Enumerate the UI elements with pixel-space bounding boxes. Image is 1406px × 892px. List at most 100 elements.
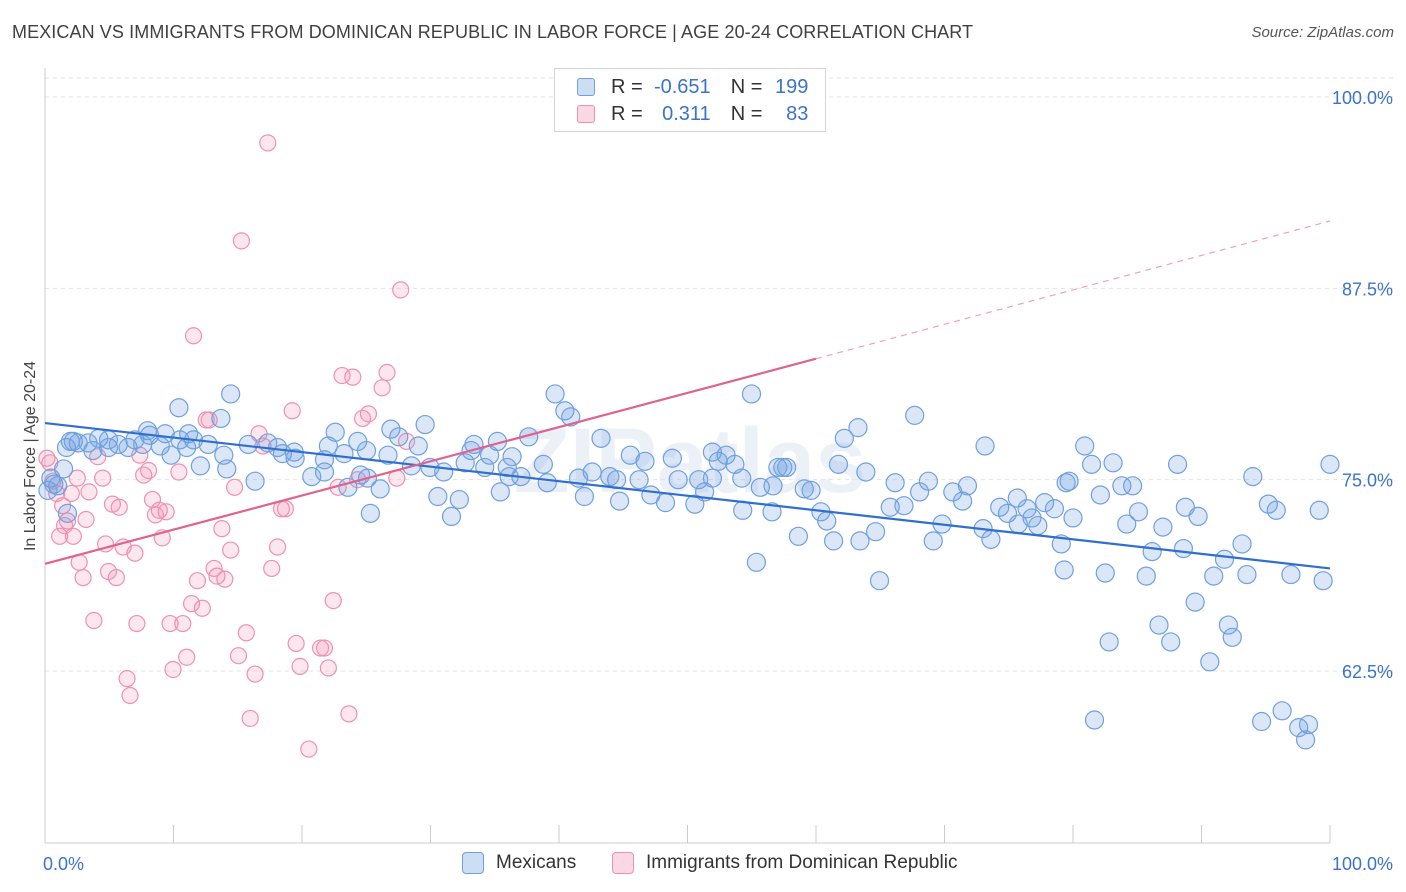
data-point-mexicans xyxy=(981,529,1001,549)
data-point-dominican xyxy=(121,686,139,705)
data-point-mexicans xyxy=(48,476,68,496)
data-point-mexicans xyxy=(975,436,995,456)
data-point-mexicans xyxy=(1232,534,1252,554)
data-point-mexicans xyxy=(1063,508,1083,528)
legend-swatch-dominican xyxy=(577,105,595,123)
data-point-mexicans xyxy=(1161,632,1181,652)
data-point-mexicans xyxy=(455,453,475,473)
data-point-mexicans xyxy=(1149,615,1169,635)
data-point-mexicans xyxy=(1251,711,1272,732)
data-point-dominican xyxy=(225,478,244,496)
data-point-dominican xyxy=(51,527,69,545)
data-point-mexicans xyxy=(574,486,595,507)
legend-swatch-mexicans xyxy=(462,852,484,874)
data-point-dominican xyxy=(311,639,330,657)
data-point-mexicans xyxy=(957,476,978,496)
data-point-mexicans xyxy=(1123,476,1143,496)
r-value-mexicans: -0.651 xyxy=(653,75,711,98)
data-point-mexicans xyxy=(629,470,649,490)
data-point-dominican xyxy=(77,510,95,529)
data-point-mexicans xyxy=(866,522,886,542)
data-point-dominican xyxy=(229,647,248,665)
data-point-mexicans xyxy=(1095,563,1115,583)
data-point-mexicans xyxy=(894,496,914,516)
data-point-mexicans xyxy=(245,471,265,491)
data-point-mexicans xyxy=(1281,564,1301,585)
data-point-mexicans xyxy=(1017,499,1037,519)
data-point-mexicans xyxy=(360,503,381,523)
data-point-mexicans xyxy=(733,500,753,520)
data-point-mexicans xyxy=(161,445,181,465)
data-point-dominican xyxy=(118,670,136,688)
data-point-dominican xyxy=(241,709,259,728)
data-point-dominican xyxy=(139,461,158,480)
data-point-mexicans xyxy=(1204,566,1224,586)
data-point-mexicans xyxy=(635,451,655,471)
data-point-dominican xyxy=(291,657,309,676)
data-point-mexicans xyxy=(1218,615,1238,635)
data-point-mexicans xyxy=(389,427,409,447)
data-point-mexicans xyxy=(708,451,728,471)
data-point-mexicans xyxy=(762,502,782,522)
legend-swatch-mexicans xyxy=(577,78,595,96)
data-point-mexicans xyxy=(741,384,762,404)
data-point-mexicans xyxy=(561,407,581,427)
n-value-dominican: 83 xyxy=(786,102,809,125)
trend-line-mexicans xyxy=(44,421,1331,570)
legend-item-mexicans[interactable]: Mexicans xyxy=(462,852,576,874)
n-value-mexicans: 199 xyxy=(775,75,809,98)
data-point-mexicans xyxy=(441,506,462,527)
data-point-mexicans xyxy=(434,462,454,482)
legend-label-mexicans: Mexicans xyxy=(496,852,577,873)
data-point-mexicans xyxy=(1059,471,1079,491)
data-point-mexicans xyxy=(1103,453,1123,473)
data-point-mexicans xyxy=(702,468,723,488)
data-point-dominican xyxy=(268,538,287,556)
data-point-mexicans xyxy=(662,448,682,468)
data-point-mexicans xyxy=(918,471,938,491)
data-point-mexicans xyxy=(408,436,428,456)
data-point-dominican xyxy=(182,595,201,613)
data-point-dominican xyxy=(287,634,305,653)
data-point-mexicans xyxy=(138,421,158,441)
data-point-mexicans xyxy=(325,422,345,442)
data-point-mexicans xyxy=(1243,467,1263,487)
data-point-dominican xyxy=(324,591,342,610)
data-point-dominican xyxy=(85,611,103,630)
data-point-mexicans xyxy=(732,468,752,488)
data-point-mexicans xyxy=(502,447,522,467)
y-tick-label: 62.5% xyxy=(1342,662,1393,682)
data-point-mexicans xyxy=(655,493,676,513)
data-point-dominican xyxy=(150,501,168,519)
data-point-mexicans xyxy=(1167,454,1188,474)
data-point-dominican xyxy=(184,327,203,345)
data-point-mexicans xyxy=(1090,485,1110,505)
data-point-mexicans xyxy=(1044,499,1065,519)
data-point-mexicans xyxy=(118,437,138,458)
data-point-mexicans xyxy=(169,398,189,418)
data-point-mexicans xyxy=(609,491,630,511)
x-tick-label: 0.0% xyxy=(43,854,84,874)
legend-item-dominican[interactable]: Immigrants from Dominican Republic xyxy=(612,852,958,874)
data-point-mexicans xyxy=(198,434,218,455)
data-point-dominican xyxy=(340,705,358,723)
data-point-mexicans xyxy=(777,457,797,478)
series-legend: Mexicans Immigrants from Dominican Repub… xyxy=(0,852,1406,878)
data-point-mexicans xyxy=(788,526,809,546)
data-point-dominican xyxy=(188,572,207,590)
data-point-mexicans xyxy=(537,473,557,493)
data-point-dominican xyxy=(263,559,281,578)
n-label: N = xyxy=(730,102,763,125)
stats-legend: R = -0.651 N = 199 R = 0.311 N = 83 xyxy=(554,68,826,132)
y-tick-label: 75.0% xyxy=(1342,471,1393,491)
data-point-dominican xyxy=(315,639,334,657)
data-point-mexicans xyxy=(415,414,435,435)
r-label: R = xyxy=(611,102,643,125)
data-point-mexicans xyxy=(1188,506,1208,527)
data-point-dominican xyxy=(68,469,86,487)
data-point-mexicans xyxy=(591,428,611,448)
r-label: R = xyxy=(611,75,643,98)
r-value-dominican: 0.311 xyxy=(662,102,711,125)
data-point-mexicans xyxy=(1153,517,1173,537)
